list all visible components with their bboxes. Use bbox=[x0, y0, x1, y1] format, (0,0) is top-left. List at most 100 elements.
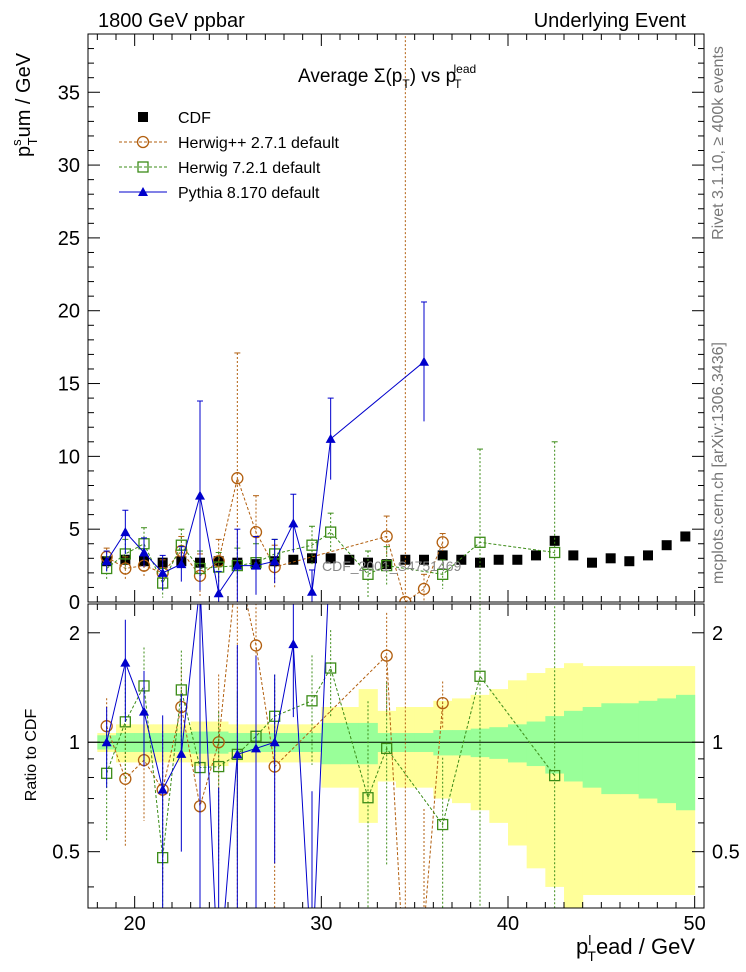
marker-triangle bbox=[195, 490, 205, 500]
x-axis-label: pl Tead / GeV bbox=[576, 932, 695, 964]
ratio-marker-circle bbox=[419, 921, 430, 932]
ratio-series-1 bbox=[100, 604, 449, 932]
ratio-band-inner bbox=[582, 707, 602, 788]
legend-marker bbox=[136, 135, 150, 149]
marker-square bbox=[437, 568, 449, 580]
y-tick-label: 5 bbox=[69, 519, 80, 541]
series-line bbox=[106, 476, 444, 602]
marker-data bbox=[493, 554, 504, 565]
marker-data bbox=[624, 556, 635, 567]
marker-data bbox=[531, 550, 541, 561]
ratio-marker-triangle bbox=[288, 639, 299, 649]
marker-data bbox=[325, 553, 336, 564]
ratio-band-inner bbox=[564, 710, 584, 782]
ratio-band-inner bbox=[433, 730, 453, 756]
main-y-label: psTum / GeV bbox=[9, 52, 40, 157]
marker-data bbox=[643, 550, 653, 561]
legend-marker bbox=[138, 112, 148, 122]
x-tick-label: 30 bbox=[310, 913, 332, 935]
ratio-marker-circle bbox=[436, 696, 449, 710]
marker-data bbox=[288, 554, 299, 565]
ratio-y-tick-label-right: 0.5 bbox=[712, 842, 740, 864]
marker-circle bbox=[212, 555, 225, 568]
marker-triangle bbox=[213, 588, 224, 598]
ratio-series-line bbox=[106, 604, 444, 908]
y-tick-label: 0 bbox=[69, 592, 80, 614]
marker-triangle bbox=[232, 560, 243, 570]
x-tick-label: 20 bbox=[124, 913, 146, 935]
ratio-marker-triangle bbox=[120, 657, 131, 667]
marker-data bbox=[419, 554, 429, 565]
watermark: CDF_2001_S4751469 bbox=[322, 558, 462, 574]
marker-circle bbox=[436, 536, 449, 549]
x-tick-label: 40 bbox=[497, 913, 519, 935]
ratio-y-label: Ratio to CDF bbox=[23, 709, 40, 802]
ratio-marker-triangle bbox=[307, 967, 317, 972]
marker-circle bbox=[399, 595, 412, 602]
marker-data bbox=[587, 557, 597, 568]
ratio-marker-square bbox=[325, 662, 337, 674]
y-tick-label: 10 bbox=[58, 446, 80, 468]
marker-triangle bbox=[269, 556, 280, 566]
ratio-band-inner bbox=[470, 728, 490, 758]
ratio-band-outer bbox=[526, 673, 546, 869]
legend-label: Pythia 8.170 default bbox=[178, 185, 320, 202]
marker-triangle bbox=[101, 556, 112, 566]
ratio-marker-triangle bbox=[139, 706, 149, 716]
ratio-marker-square bbox=[437, 818, 449, 831]
marker-data bbox=[512, 554, 523, 565]
ratio-band-outer bbox=[545, 668, 565, 887]
plot-title: Average Σ(pT) vs pTlead bbox=[298, 62, 476, 91]
marker-square bbox=[474, 536, 486, 548]
svg-text:psTum / GeV: psTum / GeV bbox=[9, 52, 40, 157]
ratio-marker-square bbox=[381, 742, 393, 755]
marker-triangle bbox=[251, 560, 261, 570]
marker-data bbox=[549, 535, 560, 546]
ratio-marker-circle bbox=[249, 639, 263, 652]
marker-circle bbox=[231, 472, 244, 485]
marker-circle bbox=[380, 530, 393, 543]
legend-label: CDF bbox=[178, 110, 211, 127]
ratio-marker-circle bbox=[380, 649, 393, 662]
marker-triangle bbox=[157, 567, 168, 577]
ratio-band-inner bbox=[620, 703, 640, 795]
ratio-y-tick-label: 1 bbox=[69, 732, 80, 754]
series-3 bbox=[101, 301, 429, 602]
ratio-marker-triangle bbox=[269, 737, 280, 747]
ratio-series-3 bbox=[101, 604, 329, 972]
ratio-series-line bbox=[106, 604, 329, 908]
marker-triangle bbox=[176, 559, 187, 569]
marker-triangle bbox=[419, 356, 429, 366]
marker-square bbox=[362, 568, 374, 580]
header-right: Underlying Event bbox=[534, 10, 687, 32]
marker-data bbox=[661, 540, 672, 551]
marker-data bbox=[344, 554, 355, 565]
ratio-y-tick-label-right: 1 bbox=[712, 732, 723, 754]
marker-data bbox=[363, 557, 373, 568]
marker-square bbox=[325, 526, 337, 538]
ratio-band-inner bbox=[526, 721, 546, 767]
y-tick-label: 15 bbox=[58, 374, 80, 396]
ratio-band-inner bbox=[657, 698, 677, 804]
ratio-plot: 20 30 40 500.5 0.51 12 2 Ratio to CDF pl Tead /… bbox=[23, 603, 740, 972]
ratio-band-inner bbox=[545, 716, 565, 774]
ratio-band-inner bbox=[601, 703, 621, 795]
ratio-y-tick-label: 0.5 bbox=[52, 842, 80, 864]
marker-square bbox=[381, 559, 393, 572]
main-plot: 0 5 10 15 20 25 30 35 CDF_2001_S4751469 Average… bbox=[9, 33, 705, 614]
marker-square bbox=[306, 539, 318, 551]
ratio-band-inner bbox=[321, 722, 341, 765]
ratio-band-outer bbox=[508, 680, 528, 846]
rivet-side-label: Rivet 3.1.10, ≥ 400k events bbox=[710, 46, 727, 240]
ratio-band-inner bbox=[638, 700, 658, 799]
legend-marker bbox=[138, 187, 148, 196]
marker-square bbox=[549, 546, 561, 559]
ratio-band-inner bbox=[452, 730, 472, 756]
y-tick-label: 35 bbox=[58, 82, 80, 104]
ratio-band-inner bbox=[340, 722, 360, 765]
ratio-band-inner bbox=[676, 694, 696, 811]
ratio-marker-square bbox=[474, 670, 486, 682]
marker-triangle bbox=[325, 433, 336, 443]
